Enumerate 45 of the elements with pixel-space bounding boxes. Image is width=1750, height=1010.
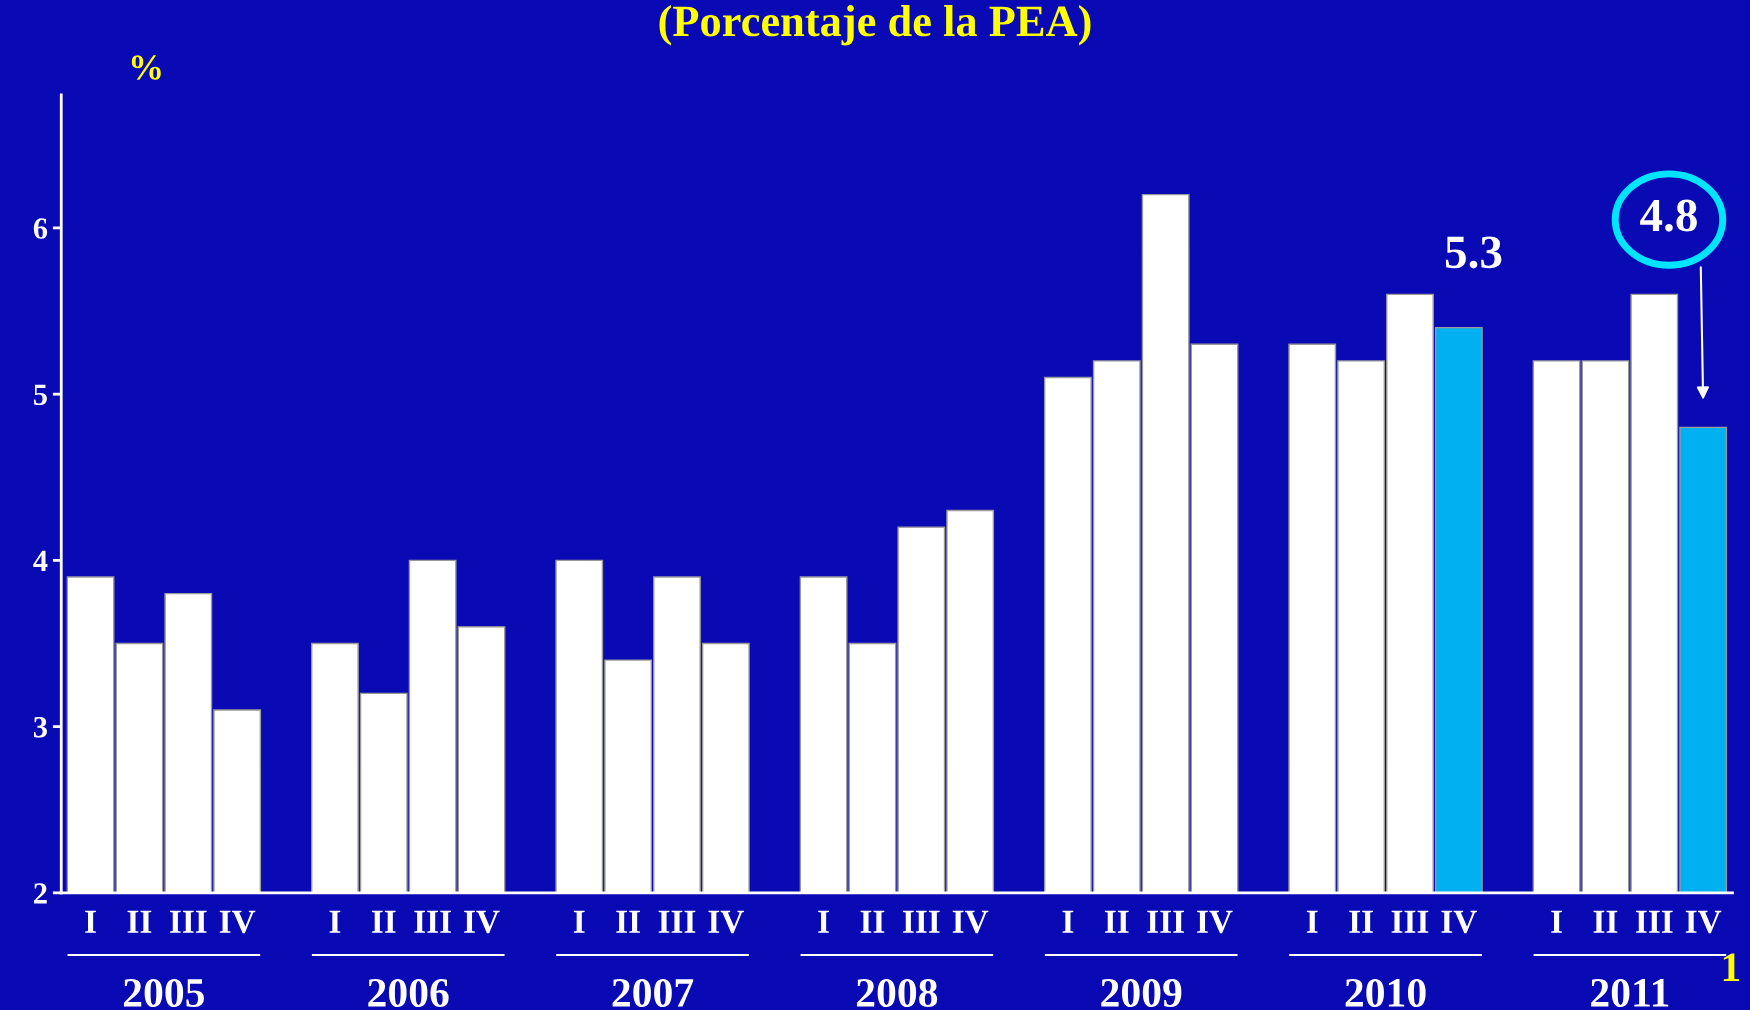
x-tick-label: II xyxy=(127,910,152,933)
x-tick-label: III xyxy=(902,910,940,933)
chart-title: (Porcentaje de la PEA) xyxy=(659,5,1091,46)
x-tick-label: IV xyxy=(1685,910,1722,934)
x-tick-label: III xyxy=(1635,910,1673,933)
x-tick-label: III xyxy=(169,910,207,933)
x-tick-label: III xyxy=(1391,910,1429,933)
text: 2008 xyxy=(856,978,938,1007)
x-tick-label: IV xyxy=(464,910,500,934)
text: 2009 xyxy=(1101,978,1182,1007)
x-tick-label: IV xyxy=(952,910,989,934)
y-tick-label: 6 xyxy=(33,218,48,239)
x-tick-label: II xyxy=(616,910,640,933)
x-tick-label: I xyxy=(1306,910,1318,933)
x-tick-label: I xyxy=(573,910,585,933)
x-tick-label: I xyxy=(1062,910,1074,933)
y-tick-label: 2 xyxy=(34,883,47,904)
y-axis-title: % xyxy=(131,55,161,80)
text: 2005 xyxy=(123,978,205,1007)
x-tick-label: III xyxy=(658,910,696,933)
y-tick-label: 4 xyxy=(33,550,48,571)
x-tick-label: II xyxy=(1593,910,1618,933)
x-tick-label: III xyxy=(1147,910,1184,933)
text: 1 xyxy=(1723,953,1740,981)
text: 2011 xyxy=(1591,978,1669,1007)
x-tick-label: IV xyxy=(1197,910,1233,934)
x-tick-label: IV xyxy=(708,910,744,934)
x-tick-label: IV xyxy=(1441,910,1477,934)
x-tick-label: II xyxy=(860,910,885,933)
x-tick-label: III xyxy=(414,910,451,933)
x-tick-label: II xyxy=(371,910,396,933)
text: 2007 xyxy=(612,978,694,1007)
annotation: 4.8 xyxy=(1640,199,1697,232)
x-tick-label: I xyxy=(1551,910,1562,933)
y-tick-label: 5 xyxy=(34,384,47,406)
x-tick-label: I xyxy=(85,910,96,933)
x-tick-label: II xyxy=(1349,910,1373,933)
x-tick-label: I xyxy=(329,910,341,933)
x-tick-label: IV xyxy=(219,910,256,934)
y-tick-label: 3 xyxy=(33,716,48,738)
annotation: 5.3 xyxy=(1445,236,1502,269)
x-tick-label: II xyxy=(1104,910,1129,933)
text: 2006 xyxy=(368,978,449,1007)
x-tick-label: I xyxy=(818,910,829,933)
text: 2010 xyxy=(1345,978,1426,1007)
